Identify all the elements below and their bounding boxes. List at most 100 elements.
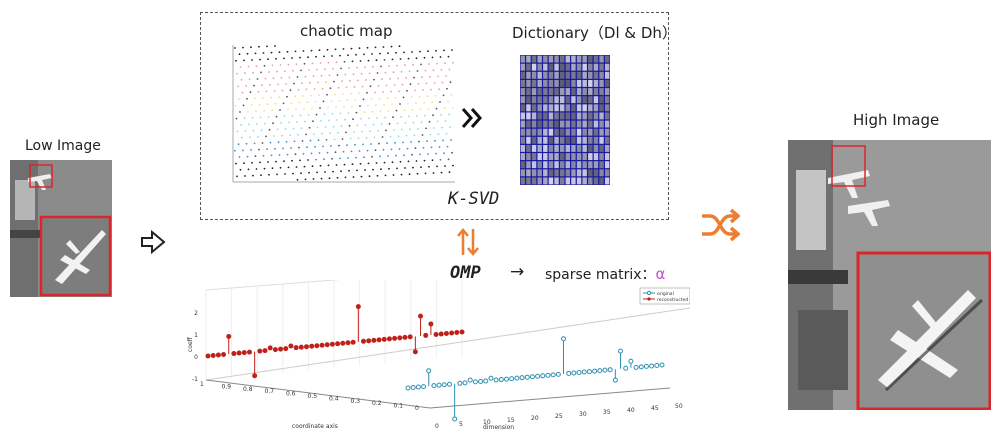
chaotic-point (419, 108, 422, 111)
chaotic-point (370, 98, 373, 100)
dictionary-atom (593, 112, 599, 120)
chaotic-point (449, 81, 452, 84)
chaotic-point (242, 149, 244, 152)
chaotic-point (371, 155, 373, 158)
chaotic-point (435, 152, 437, 155)
chaotic-point (423, 56, 426, 59)
dictionary-atom (588, 136, 593, 144)
chaotic-point (244, 130, 247, 132)
dictionary-atom (576, 177, 582, 185)
chaotic-point (275, 115, 278, 118)
chaotic-point (292, 127, 295, 130)
chaotic-point (416, 115, 418, 117)
chaotic-point (392, 174, 395, 176)
dictionary-atom (604, 71, 610, 79)
chaotic-point (410, 141, 412, 143)
chaotic-point (264, 77, 267, 80)
dictionary-atom (565, 79, 571, 87)
chaotic-point (428, 120, 431, 123)
reconstructed-point (324, 342, 330, 348)
dimension-axis-line (429, 387, 671, 409)
chaotic-point (292, 172, 294, 175)
dictionary-atom (548, 120, 554, 128)
chaotic-point (265, 90, 268, 93)
chaotic-point (356, 169, 358, 172)
chaotic-point (253, 84, 255, 87)
dictionary-atom (565, 144, 571, 152)
chaotic-point (263, 167, 266, 170)
dictionary-atom (582, 63, 587, 71)
chaotic-point (444, 120, 447, 122)
chaotic-point (431, 101, 433, 104)
dictionary-atom (593, 79, 599, 87)
chaotic-point (294, 95, 296, 98)
chaotic-point (237, 143, 240, 146)
chaotic-point (372, 168, 374, 171)
dictionary-atom (582, 104, 587, 112)
chaotic-point (288, 121, 290, 124)
dictionary-atom (548, 153, 554, 161)
reconstructed-point (376, 337, 382, 343)
original-point (488, 375, 494, 381)
chaotic-point (298, 101, 301, 104)
dictionary-atom (520, 71, 526, 79)
chaotic-point (336, 119, 338, 121)
chaotic-point (252, 174, 254, 177)
dictionary-atom (554, 136, 559, 144)
chaotic-point (337, 86, 340, 89)
chaotic-point (332, 67, 334, 70)
chaotic-point (296, 76, 299, 78)
chaotic-point (334, 93, 336, 96)
chaotic-point (310, 49, 313, 52)
chaotic-point (322, 100, 325, 103)
chaotic-point (254, 155, 257, 158)
chaotic-point (394, 141, 396, 144)
chaotic-point (425, 127, 427, 130)
chaotic-point (316, 126, 319, 129)
dictionary-atom (548, 88, 554, 96)
chaotic-point (287, 108, 289, 111)
chaotic-point (238, 53, 241, 56)
chaotic-point (446, 145, 449, 148)
dictionary-atom (582, 136, 587, 144)
chaotic-point (386, 97, 389, 100)
chaotic-point (279, 109, 281, 111)
dictionary-atom (588, 169, 593, 177)
chaotic-point (276, 173, 278, 176)
chaotic-point (391, 58, 394, 61)
chaotic-point (308, 69, 310, 71)
dictionary-atom (604, 169, 610, 177)
dimension-tick-label: 35 (603, 409, 611, 416)
chaotic-point (334, 48, 337, 51)
chaotic-point (270, 154, 273, 157)
chaotic-point (432, 114, 434, 117)
dictionary-atom (582, 88, 587, 96)
sparse-coefficient-stem-plot: 210-11 0.9 0.8 0.7 0.6 0.5 0.4 0.3 0.2 0.1 00 5 10 15… (187, 280, 690, 431)
original-point (426, 368, 432, 374)
reconstructed-point (314, 343, 320, 349)
chaotic-point (352, 176, 355, 178)
chaotic-point (380, 123, 383, 126)
coordinate-tick-label: 0.6 (286, 391, 296, 398)
dictionary-atom (531, 88, 537, 96)
chaotic-point (413, 76, 415, 79)
original-point (472, 379, 478, 385)
chaotic-point (238, 156, 241, 158)
dictionary-atom (554, 112, 559, 120)
chaotic-point (274, 147, 276, 150)
chaotic-point (326, 93, 328, 96)
chaotic-point (325, 81, 327, 83)
chaotic-point (443, 49, 445, 52)
chaotic-point (279, 166, 282, 169)
dictionary-atom (604, 136, 610, 144)
coordinate-tick-label: 0.2 (372, 400, 382, 407)
dictionary-atom (576, 128, 582, 136)
dictionary-atom (520, 104, 526, 112)
reconstructed-point (345, 340, 351, 346)
chaotic-point (365, 136, 368, 139)
chaotic-point (433, 127, 435, 129)
chaotic-point (378, 142, 380, 145)
dictionary-atom (559, 104, 565, 112)
dictionary-atom (537, 153, 542, 161)
chaotic-point (239, 111, 241, 113)
